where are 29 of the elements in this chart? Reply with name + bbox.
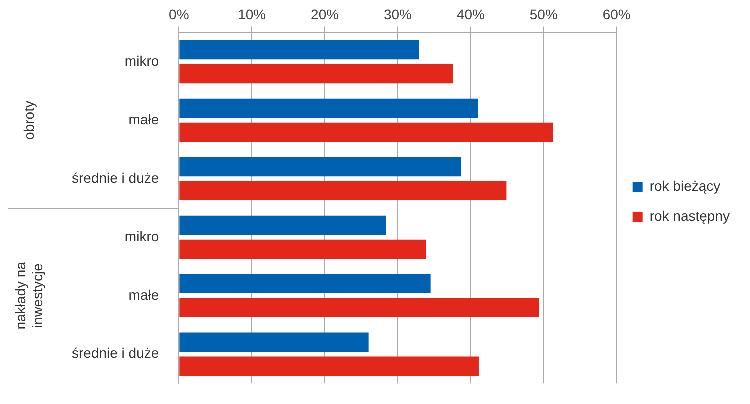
x-tick-label: 10% (238, 6, 266, 22)
x-tick-label: 40% (456, 6, 485, 22)
bar (180, 298, 540, 318)
x-tick-label: 50% (530, 6, 558, 22)
legend-label: rok bieżący (650, 178, 721, 194)
bar (180, 122, 554, 142)
y-tick-label: mikro (124, 228, 160, 244)
bar (180, 216, 386, 236)
x-tick-label: 0% (169, 6, 190, 22)
legend-label: rok następny (650, 208, 730, 224)
x-tick-label: 60% (602, 6, 631, 22)
y-tick-label: średnie i duże (72, 345, 160, 362)
text: nakłady na inwestycje (12, 262, 46, 330)
x-tick-label: 30% (384, 6, 412, 22)
y-tick-label: małe (128, 111, 160, 128)
bar (180, 98, 478, 118)
bar (180, 356, 479, 376)
bar (180, 157, 462, 177)
bar (180, 332, 369, 352)
text: obroty (20, 101, 37, 140)
bar (180, 181, 507, 201)
y-tick-label: średnie i duże (72, 170, 160, 186)
bar (180, 40, 420, 60)
bar (180, 64, 454, 84)
y-tick-label: mikro (124, 52, 160, 69)
bar (180, 240, 426, 260)
bar (180, 274, 431, 294)
x-tick-label: 20% (311, 6, 340, 22)
y-tick-label: małe (128, 286, 160, 303)
